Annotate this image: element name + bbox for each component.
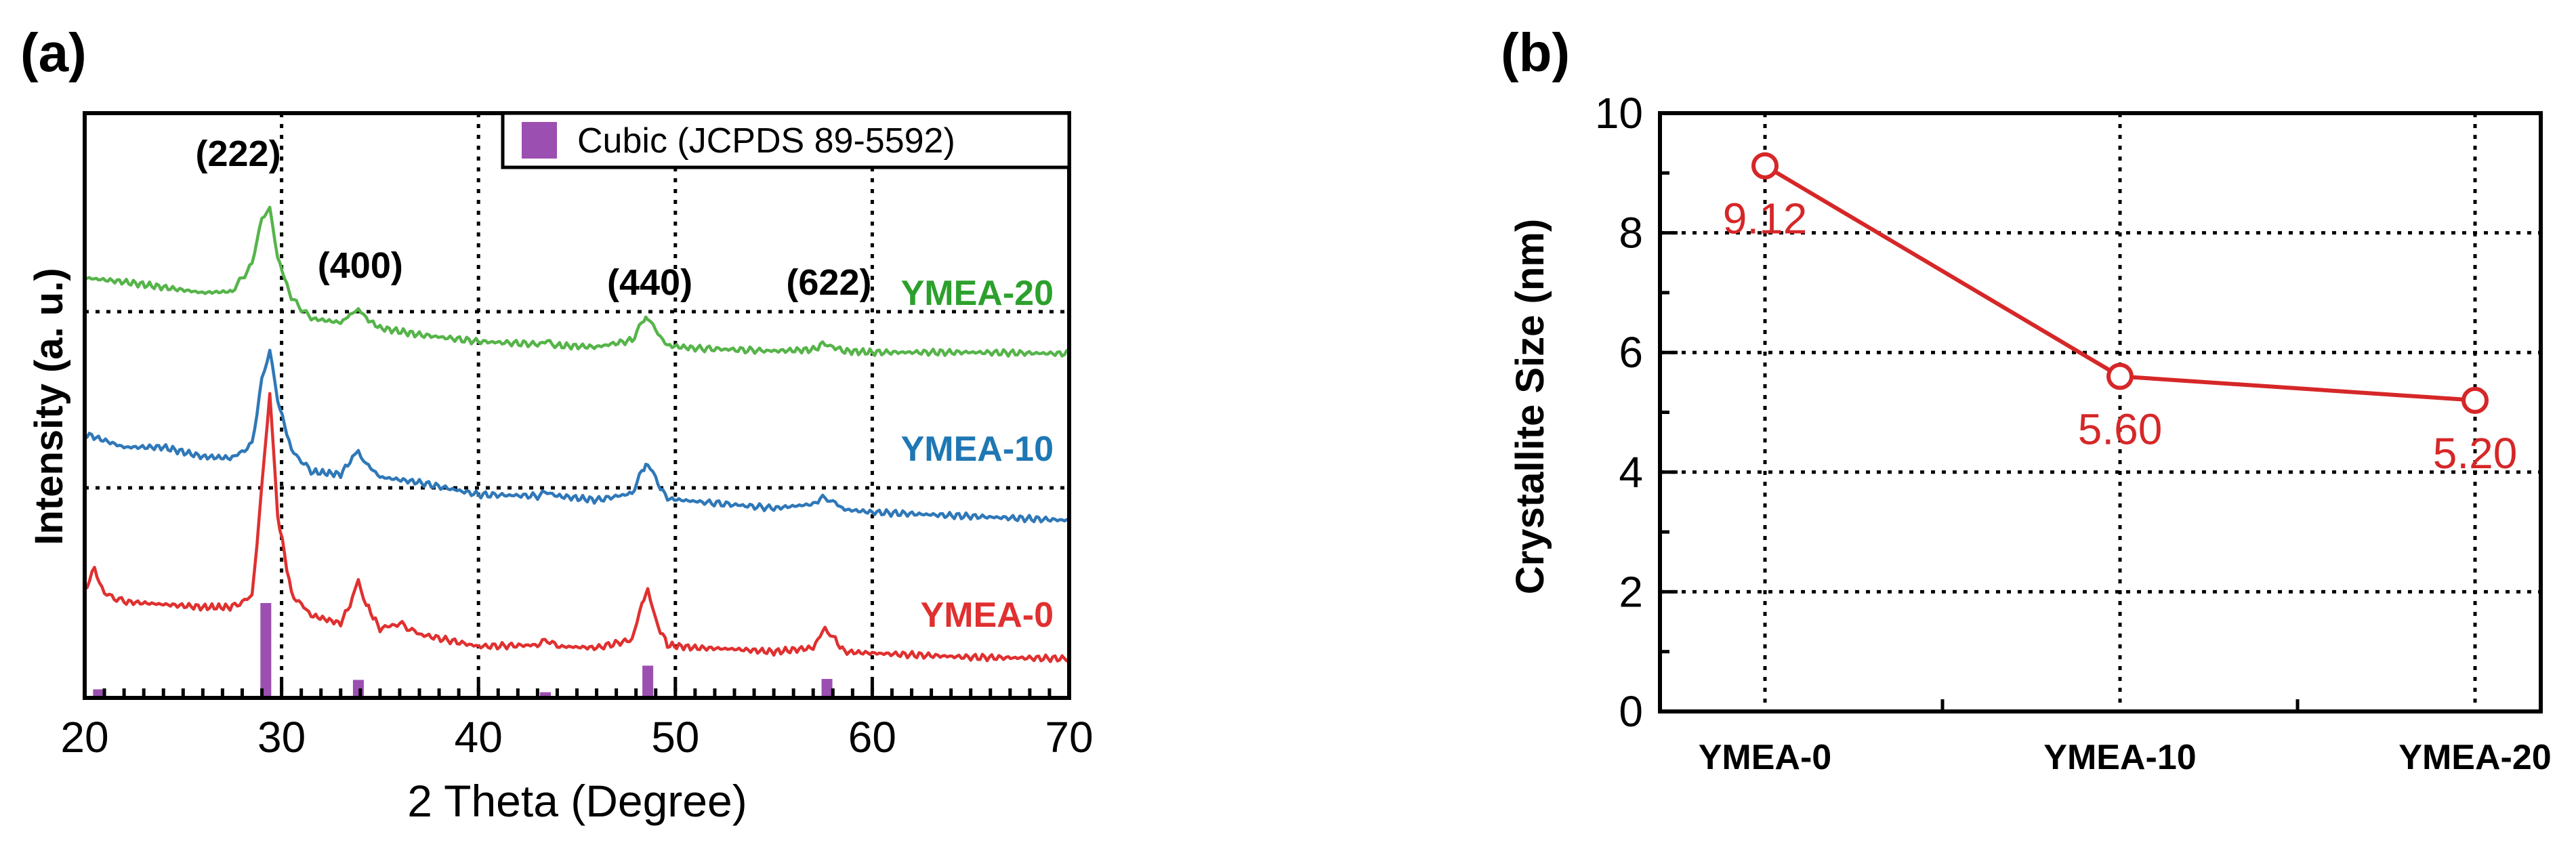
- xrd-series-line: [83, 392, 1071, 663]
- crystallite-y-tick-label: 4: [1619, 448, 1643, 497]
- xrd-x-tick-label: 60: [848, 713, 896, 762]
- xrd-x-tick-label: 30: [257, 713, 306, 762]
- crystallite-grid: [1660, 113, 2541, 711]
- xrd-x-tick-label: 70: [1045, 713, 1093, 762]
- reference-bar: [642, 665, 654, 698]
- crystallite-category-label: YMEA-0: [1699, 738, 1831, 777]
- crystallite-y-tick-label: 6: [1619, 328, 1643, 377]
- crystallite-category-labels: YMEA-0 YMEA-10 YMEA-20: [1699, 738, 2552, 777]
- crystallite-y-tick-label: 2: [1619, 567, 1643, 616]
- xrd-y-axis-title: Intensity (a. u.): [27, 268, 71, 545]
- peak-label: (400): [318, 245, 403, 286]
- xrd-series-line: [83, 348, 1070, 524]
- peak-labels: (222) (400) (440) (622): [196, 133, 872, 303]
- reference-bar: [540, 692, 552, 698]
- reference-bar: [260, 603, 272, 698]
- series-label: YMEA-0: [921, 596, 1054, 635]
- xrd-legend: Cubic (JCPDS 89-5592): [501, 111, 1071, 169]
- crystallite-y-tick-labels: 0 2 4 6 8 10: [1595, 89, 1643, 736]
- crystallite-y-tick-label: 8: [1619, 209, 1643, 257]
- peak-label: (222): [196, 133, 281, 174]
- xrd-ticks: [83, 680, 1071, 698]
- reference-bar: [93, 689, 104, 698]
- crystallite-data-label: 9.12: [1723, 194, 1808, 243]
- crystallite-y-axis-title: Crystallite Size (nm): [1508, 219, 1552, 594]
- xrd-x-axis-title: 2 Theta (Degree): [407, 776, 747, 826]
- xrd-x-tick-labels: 20 30 40 50 60 70: [60, 713, 1093, 762]
- crystallite-y-tick-label: 10: [1595, 89, 1643, 138]
- peak-label: (622): [786, 262, 871, 303]
- xrd-grid: [85, 113, 1069, 698]
- legend-swatch: [522, 122, 557, 159]
- series-label: YMEA-10: [901, 430, 1054, 469]
- reference-bar: [352, 680, 364, 698]
- crystallite-point: [1751, 152, 1779, 180]
- crystallite-category-label: YMEA-10: [2043, 738, 2196, 777]
- panel-b-label: (b): [1501, 22, 1570, 83]
- legend-box: [501, 111, 1071, 169]
- crystallite-point: [2106, 363, 2134, 390]
- series-label: YMEA-20: [901, 274, 1054, 313]
- crystallite-category-label: YMEA-20: [2398, 738, 2551, 777]
- xrd-chart: 20 30 40 50 60 70 2 Theta (Degree) Intensity …: [27, 111, 1094, 826]
- legend-text: Cubic (JCPDS 89-5592): [577, 121, 955, 161]
- panel-a-label: (a): [20, 22, 87, 83]
- crystallite-y-tick-label: 0: [1619, 687, 1643, 736]
- xrd-series: [83, 205, 1071, 663]
- xrd-series-line: [84, 205, 1071, 358]
- peak-label: (440): [607, 262, 692, 303]
- crystallite-data-label: 5.60: [2078, 405, 2163, 454]
- xrd-x-tick-label: 20: [60, 713, 108, 762]
- crystallite-chart: 0 2 4 6 8 10 YMEA-0 YMEA-10 YMEA-20 Crystallite…: [1508, 89, 2552, 777]
- series-labels: YMEA-20 YMEA-10 YMEA-0: [901, 274, 1054, 635]
- crystallite-ticks: [1660, 111, 2300, 713]
- crystallite-series: [1751, 152, 2489, 414]
- reference-bar: [821, 679, 833, 698]
- crystallite-data-label: 5.20: [2433, 429, 2518, 478]
- crystallite-data-labels: 9.12 5.60 5.20: [1723, 194, 2518, 478]
- xrd-x-tick-label: 50: [651, 713, 699, 762]
- xrd-x-tick-label: 40: [455, 713, 503, 762]
- crystallite-point: [2461, 386, 2489, 414]
